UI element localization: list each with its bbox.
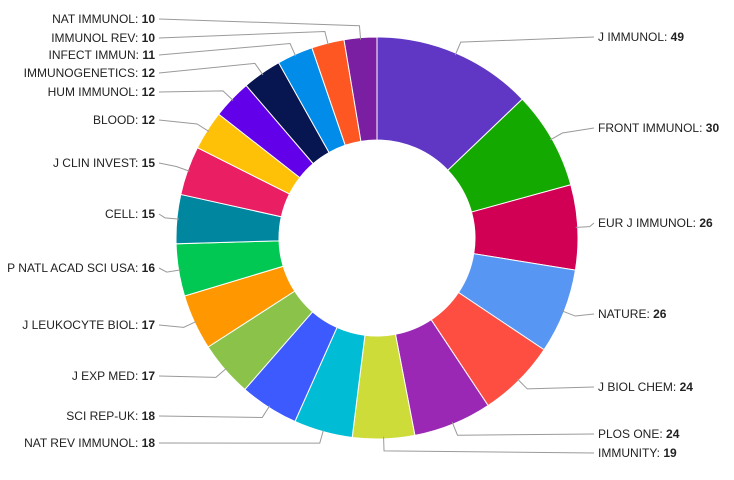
slice-label-j-immunol: J IMMUNOL: 49 (598, 30, 684, 44)
slice-label-value: 49 (671, 30, 685, 44)
slice-label-name: FRONT IMMUNOL: (598, 121, 706, 135)
slice-label-name: HUM IMMUNOL: (48, 85, 142, 99)
slice-label-value: 19 (663, 446, 677, 460)
leader-line-hum-immunol (158, 90, 234, 101)
slice-label-value: 15 (142, 207, 156, 221)
slice-label-value: 18 (142, 436, 156, 450)
slice-label-immunogenetics: IMMUNOGENETICS: 12 (24, 66, 156, 80)
slice-label-name: CELL: (105, 207, 142, 221)
slice-label-value: 24 (666, 427, 680, 441)
slice-label-value: 17 (142, 318, 156, 332)
slice-label-infect-immun: INFECT IMMUN: 11 (49, 48, 156, 62)
slice-label-j-exp-med: J EXP MED: 17 (72, 369, 155, 383)
slice-label-value: 11 (142, 48, 155, 62)
leader-line-j-biol-chem (517, 378, 595, 390)
slice-label-name: IMMUNOL REV: (51, 31, 141, 45)
leader-line-immunogenetics (158, 62, 264, 76)
slice-label-value: 26 (653, 307, 667, 321)
slice-label-name: J BIOL CHEM: (598, 380, 680, 394)
leader-lines-layer (158, 18, 595, 454)
slice-label-nat-immunol: NAT IMMUNOL: 10 (52, 12, 155, 26)
leader-line-j-leukocyte-biol (158, 321, 197, 328)
slice-label-front-immunol: FRONT IMMUNOL: 30 (598, 121, 719, 135)
slice-label-value: 26 (699, 216, 713, 230)
slice-label-value: 15 (142, 156, 156, 170)
slice-label-name: NAT REV IMMUNOL: (24, 436, 142, 450)
slice-label-name: INFECT IMMUN: (49, 48, 143, 62)
slice-label-name: NAT IMMUNOL: (52, 12, 142, 26)
slice-label-value: 18 (142, 409, 156, 423)
slice-nat-immunol[interactable] (343, 36, 378, 142)
slice-label-nat-rev-immunol: NAT REV IMMUNOL: 18 (24, 436, 155, 450)
slice-label-eur-j-immunol: EUR J IMMUNOL: 26 (598, 216, 713, 230)
slice-label-name: NATURE: (598, 307, 653, 321)
slice-label-value: 10 (142, 12, 156, 26)
labels-layer: J IMMUNOL: 49 FRONT IMMUNOL: 30 EUR J IMMU… (7, 12, 719, 460)
slice-label-j-leukocyte-biol: J LEUKOCYTE BIOL: 17 (22, 318, 155, 332)
leader-line-plos-one (451, 422, 595, 436)
slice-label-nature: NATURE: 26 (598, 307, 667, 321)
slice-label-value: 24 (680, 380, 694, 394)
slice-label-immunol-rev: IMMUNOL REV: 10 (51, 31, 155, 45)
slice-label-name: J CLIN INVEST: (53, 156, 142, 170)
slice-label-blood: BLOOD: 12 (93, 113, 155, 127)
leader-line-eur-j-immunol (575, 222, 595, 228)
leader-line-immunol-rev (158, 30, 329, 46)
leader-line-j-immunol (454, 36, 595, 56)
leader-line-cell (158, 213, 179, 220)
leader-line-j-exp-med (158, 367, 227, 378)
slice-label-value: 12 (142, 66, 156, 80)
slice-label-name: IMMUNOGENETICS: (24, 66, 142, 80)
slice-label-j-biol-chem: J BIOL CHEM: 24 (598, 380, 693, 394)
slice-label-name: J EXP MED: (72, 369, 142, 383)
slices-layer (175, 36, 579, 440)
slice-label-p-natl-acad-sci-usa: P NATL ACAD SCI USA: 16 (7, 261, 155, 275)
slice-label-plos-one: PLOS ONE: 24 (598, 427, 680, 441)
leader-line-front-immunol (549, 127, 595, 141)
slice-label-j-clin-invest: J CLIN INVEST: 15 (53, 156, 155, 170)
leader-line-j-clin-invest (158, 162, 190, 172)
slice-label-value: 10 (142, 31, 156, 45)
slice-label-value: 17 (142, 369, 156, 383)
slice-label-name: BLOOD: (93, 113, 142, 127)
slice-label-name: P NATL ACAD SCI USA: (7, 261, 141, 275)
slice-label-name: EUR J IMMUNOL: (598, 216, 699, 230)
slice-label-name: SCI REP-UK: (66, 409, 141, 423)
leader-line-blood (158, 119, 210, 132)
slice-label-name: J IMMUNOL: (598, 30, 671, 44)
slice-label-name: IMMUNITY: (598, 446, 663, 460)
slice-label-value: 12 (142, 85, 156, 99)
slice-label-sci-rep-uk: SCI REP-UK: 18 (66, 409, 155, 423)
leader-line-nature (561, 310, 595, 317)
slice-label-hum-immunol: HUM IMMUNOL: 12 (48, 85, 156, 99)
slice-label-value: 12 (142, 113, 156, 127)
leader-line-sci-rep-uk (158, 405, 271, 418)
slice-label-name: PLOS ONE: (598, 427, 666, 441)
leader-line-infect-immun (158, 43, 297, 57)
slice-label-name: J LEUKOCYTE BIOL: (22, 318, 141, 332)
leader-line-nat-rev-immunol (158, 429, 324, 444)
leader-line-p-natl-acad-sci-usa (158, 267, 181, 273)
slice-label-value: 16 (142, 261, 156, 275)
slice-label-immunity: IMMUNITY: 19 (598, 446, 677, 460)
slice-label-value: 30 (706, 121, 720, 135)
slice-label-cell: CELL: 15 (105, 207, 155, 221)
leader-line-immunity (383, 436, 595, 454)
leader-line-nat-immunol (158, 18, 362, 40)
